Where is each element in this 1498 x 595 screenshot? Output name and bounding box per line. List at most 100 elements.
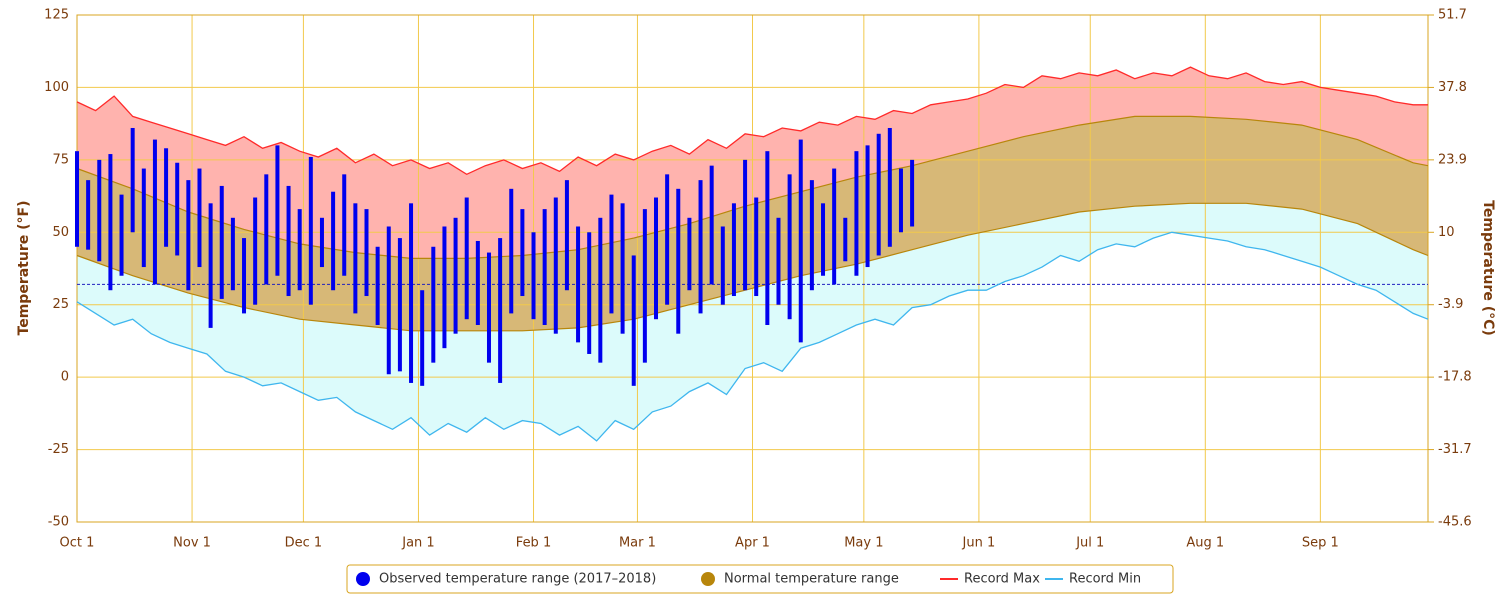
y-axis-title: Temperature (°F) xyxy=(16,201,32,336)
observed-bar xyxy=(832,168,837,285)
observed-bar xyxy=(86,180,91,250)
observed-bar xyxy=(564,180,569,291)
observed-bar xyxy=(642,209,647,363)
observed-bar xyxy=(587,232,592,354)
observed-bar xyxy=(386,226,391,375)
observed-bar xyxy=(275,145,280,276)
observed-bar xyxy=(297,209,302,291)
observed-bar xyxy=(676,188,681,334)
record-line xyxy=(76,231,1429,442)
y-tick-label: -25 xyxy=(48,442,69,457)
y2-tick-label: 23.9 xyxy=(1438,152,1467,167)
observed-bar xyxy=(542,209,547,325)
observed-bar xyxy=(809,180,814,291)
observed-bar xyxy=(731,203,736,297)
y-tick-label: 100 xyxy=(44,80,69,95)
observed-bar xyxy=(219,185,224,299)
observed-bar xyxy=(164,148,169,247)
observed-bar xyxy=(576,226,581,343)
y-tick-label: 75 xyxy=(52,152,69,167)
observed-bar xyxy=(331,191,336,291)
observed-bar xyxy=(754,197,759,297)
x-tick-label: Mar 1 xyxy=(619,536,656,551)
x-tick-label: Feb 1 xyxy=(516,536,551,551)
observed-bar xyxy=(520,209,525,297)
observed-bar xyxy=(687,217,692,291)
observed-bar xyxy=(420,290,425,386)
observed-bar xyxy=(152,139,157,285)
legend-marker xyxy=(356,572,370,586)
observed-bar xyxy=(253,197,258,305)
observed-bar xyxy=(498,238,503,383)
observed-bar xyxy=(698,180,703,314)
observed-bar xyxy=(130,127,135,233)
observed-bar xyxy=(665,174,670,305)
observed-bar xyxy=(598,217,603,363)
observed-bar xyxy=(553,197,558,334)
x-tick-label: Oct 1 xyxy=(60,536,95,551)
x-tick-label: Sep 1 xyxy=(1302,536,1339,551)
observed-bar xyxy=(787,174,792,320)
x-tick-label: Nov 1 xyxy=(173,536,211,551)
observed-bar xyxy=(431,246,436,363)
legend-marker xyxy=(701,572,715,586)
legend-label: Record Max xyxy=(964,572,1040,587)
observed-bar xyxy=(654,197,658,320)
x-tick-label: Jul 1 xyxy=(1075,536,1104,551)
observed-bar xyxy=(486,252,491,363)
observed-bar xyxy=(887,127,892,247)
observed-bar xyxy=(75,151,79,247)
observed-bar xyxy=(743,159,748,291)
observed-bar xyxy=(108,154,113,291)
observed-bar xyxy=(865,145,870,268)
y-tick-label: -50 xyxy=(48,515,69,530)
observed-bar xyxy=(765,151,770,325)
legend-label: Record Min xyxy=(1069,572,1141,587)
observed-bar xyxy=(531,232,536,320)
observed-bar xyxy=(453,217,458,334)
observed-bar xyxy=(286,185,291,297)
y2-tick-label: -45.6 xyxy=(1438,515,1472,530)
observed-bar xyxy=(631,255,636,386)
x-tick-label: Jun 1 xyxy=(962,536,996,551)
legend-label: Observed temperature range (2017–2018) xyxy=(379,572,656,587)
observed-bar xyxy=(175,162,180,256)
observed-bar xyxy=(843,217,848,262)
y2-axis-title: Temperature (°C) xyxy=(1480,200,1496,336)
observed-bar xyxy=(854,151,859,276)
observed-bar xyxy=(342,174,347,276)
y-tick-label: 0 xyxy=(61,370,69,385)
x-tick-label: Apr 1 xyxy=(735,536,770,551)
observed-bar xyxy=(442,226,447,349)
observed-bar xyxy=(141,168,146,268)
observed-bar xyxy=(609,194,614,314)
y2-tick-label: -17.8 xyxy=(1438,370,1472,385)
observed-bar xyxy=(475,240,480,325)
observed-bar xyxy=(230,217,235,291)
observed-bar xyxy=(798,139,803,343)
observed-bar xyxy=(776,217,781,305)
observed-bar xyxy=(264,174,269,285)
observed-bar xyxy=(898,168,903,233)
record-line xyxy=(76,66,1428,176)
y2-tick-label: 10 xyxy=(1438,225,1455,240)
observed-bar xyxy=(97,159,102,262)
observed-bar xyxy=(464,197,469,320)
observed-bar xyxy=(242,238,247,314)
x-tick-label: Jan 1 xyxy=(401,536,434,551)
observed-bar xyxy=(409,203,414,383)
observed-bar xyxy=(709,165,714,285)
x-tick-label: Aug 1 xyxy=(1186,536,1224,551)
y2-tick-label: 37.8 xyxy=(1438,80,1467,95)
y-tick-label: 25 xyxy=(52,297,69,312)
observed-bar xyxy=(197,168,202,268)
observed-bar xyxy=(308,156,313,305)
observed-bar xyxy=(353,203,358,314)
x-tick-label: Dec 1 xyxy=(285,536,323,551)
observed-bar xyxy=(319,217,324,268)
y-tick-label: 50 xyxy=(52,225,69,240)
observed-bar xyxy=(119,194,124,276)
normal-low-line xyxy=(76,202,1429,332)
observed-bar xyxy=(720,226,725,305)
